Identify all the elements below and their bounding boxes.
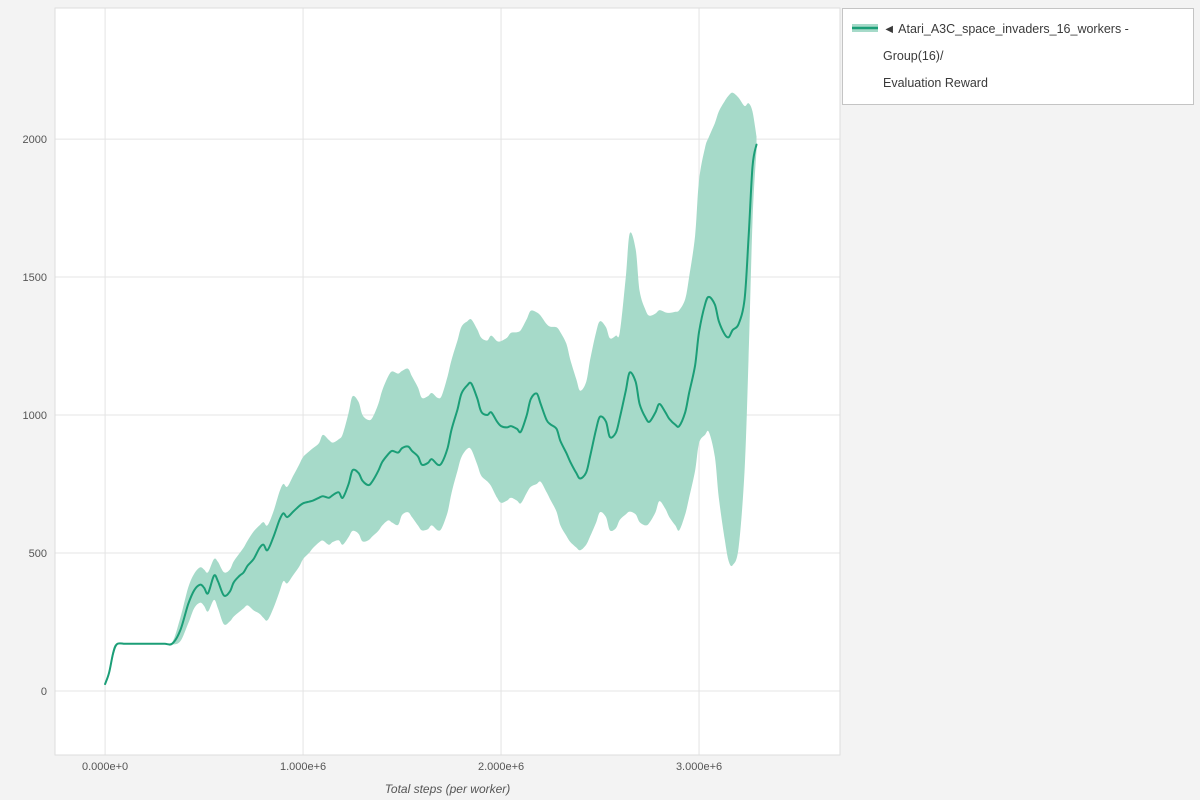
y-tick-label: 0 [41, 686, 47, 698]
legend-series-name-line2: Evaluation Reward [883, 76, 988, 90]
x-tick-label: 3.000e+6 [676, 761, 722, 773]
y-tick-label: 1500 [23, 272, 47, 284]
legend-toggle-icon[interactable]: ◄ [883, 22, 896, 36]
x-tick-label: 1.000e+6 [280, 761, 326, 773]
confidence-band [105, 92, 757, 686]
legend-label: ◄ Atari_A3C_space_invaders_16_workers - … [883, 16, 1184, 97]
y-tick-label: 2000 [23, 134, 47, 146]
y-tick-label: 1000 [23, 410, 47, 422]
x-tick-label: 0.000e+0 [82, 761, 128, 773]
x-axis-title: Total steps (per worker) [384, 782, 511, 796]
y-tick-label: 500 [29, 548, 47, 560]
legend[interactable]: ◄ Atari_A3C_space_invaders_16_workers - … [842, 8, 1194, 105]
legend-line-swatch [852, 24, 878, 32]
mean-reward-line [104, 143, 758, 686]
x-tick-label: 2.000e+6 [478, 761, 524, 773]
plot-border [54, 7, 841, 756]
legend-series-name-line1: Atari_A3C_space_invaders_16_workers - Gr… [883, 22, 1129, 63]
